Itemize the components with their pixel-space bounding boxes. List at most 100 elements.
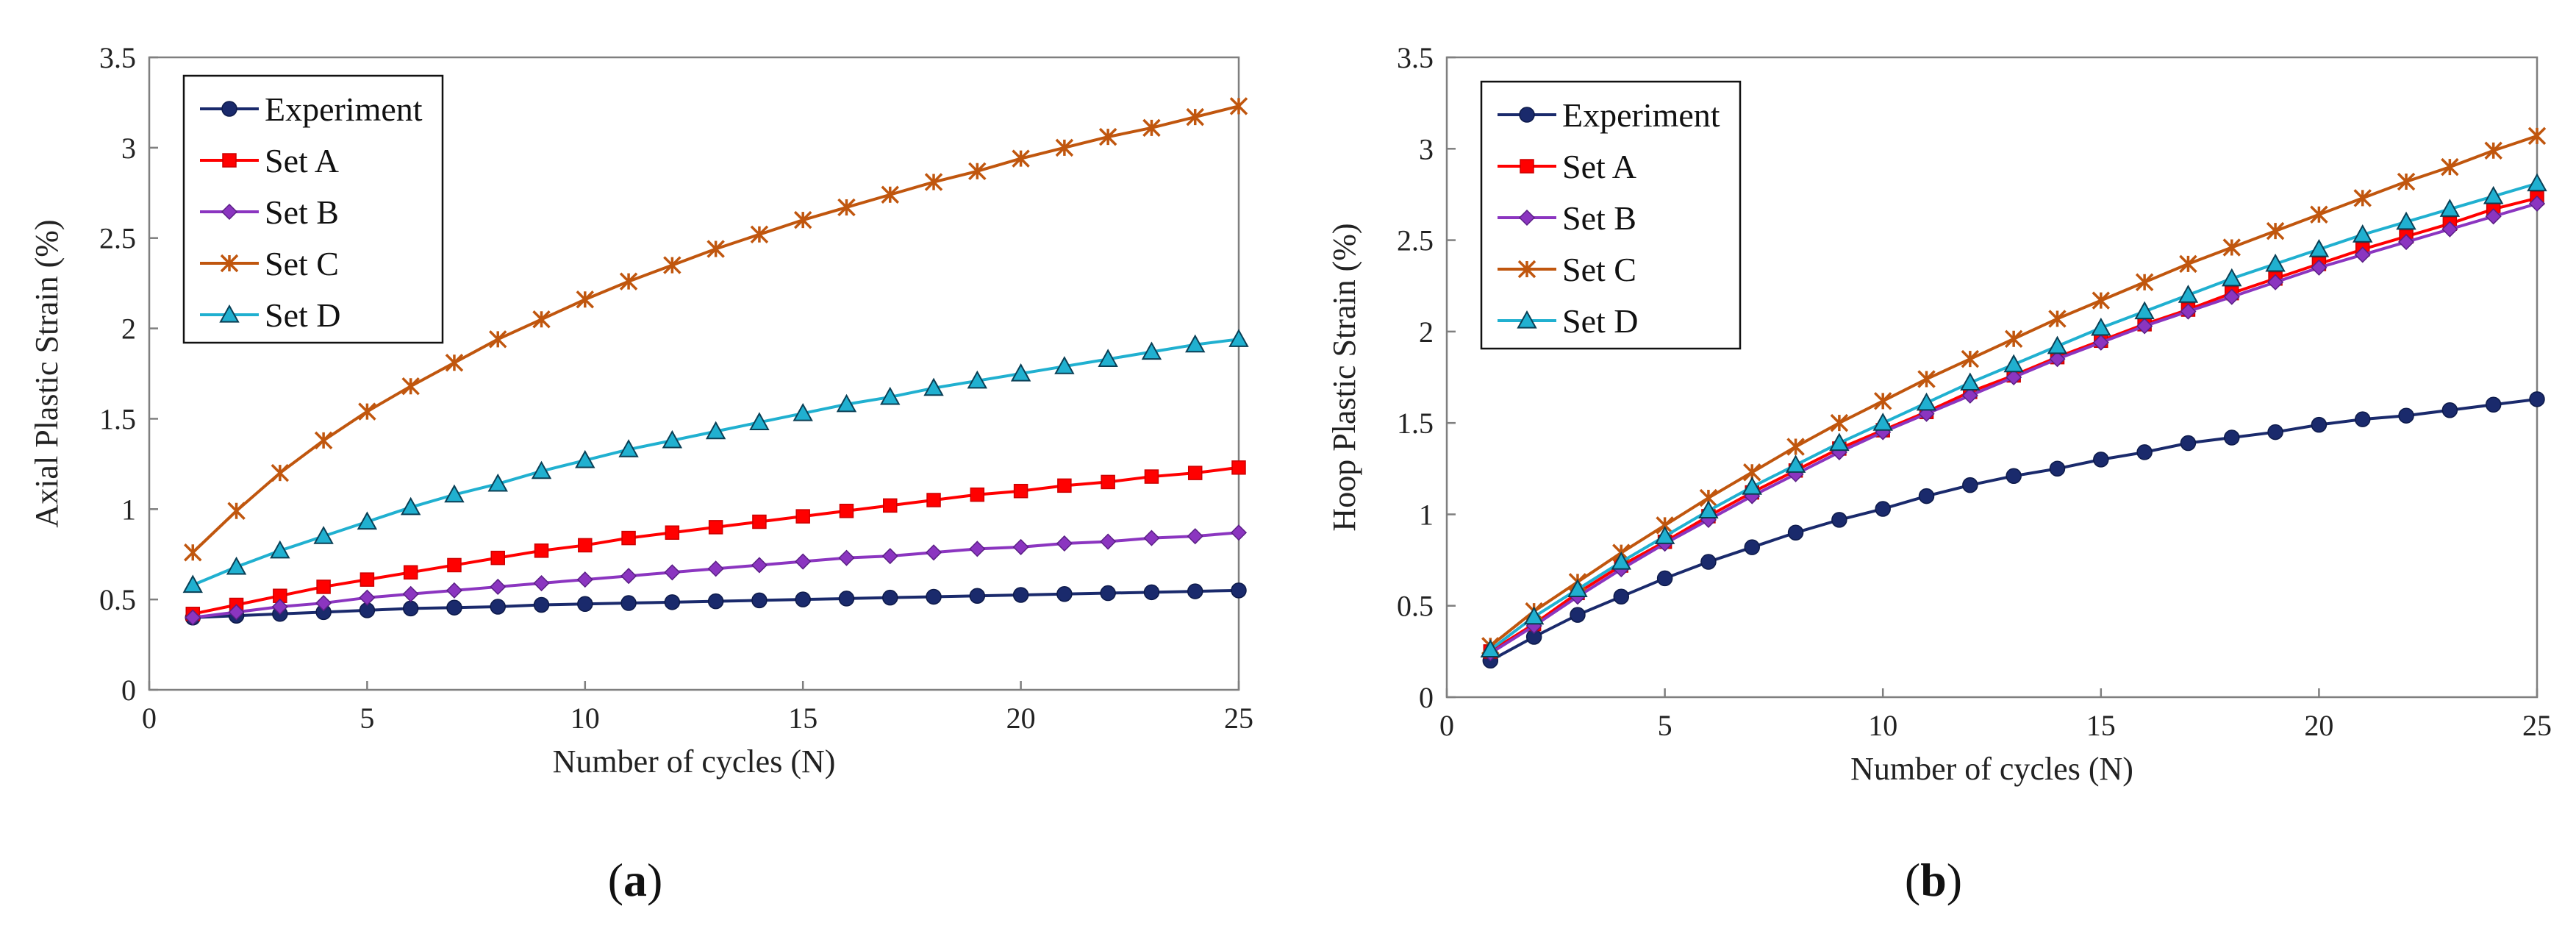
data-point bbox=[2265, 253, 2286, 272]
data-point bbox=[2353, 224, 2373, 243]
data-point bbox=[357, 511, 378, 530]
data-point bbox=[620, 595, 637, 611]
data-point bbox=[445, 354, 464, 372]
legend-label: Set D bbox=[1562, 302, 1639, 340]
data-point bbox=[2308, 238, 2330, 257]
data-point bbox=[839, 503, 854, 518]
data-point bbox=[1186, 107, 1204, 126]
x-tick-label: 20 bbox=[2304, 709, 2333, 742]
data-point bbox=[359, 572, 375, 587]
data-point bbox=[619, 272, 638, 290]
legend-marker bbox=[1520, 159, 1534, 174]
data-point bbox=[620, 568, 637, 585]
series-experiment bbox=[185, 582, 1247, 626]
y-axis-title: Hoop Plastic Strain (%) bbox=[1326, 223, 1362, 531]
series-set-d bbox=[1480, 173, 2547, 657]
data-point bbox=[795, 509, 810, 524]
y-axis-title: Axial Plastic Strain (%) bbox=[29, 219, 65, 527]
x-tick-label: 25 bbox=[1224, 702, 1253, 735]
data-point bbox=[1187, 528, 1203, 545]
chart-panel-b: 0 0.5 1 1.5 2 2.5 3 3.5 0 5 10 15 20 25 Number of cycl… bbox=[1288, 0, 2576, 945]
data-point bbox=[2310, 205, 2328, 224]
data-point bbox=[2267, 274, 2284, 290]
series-line bbox=[192, 466, 1239, 616]
data-point bbox=[1012, 587, 1029, 603]
data-point bbox=[1917, 370, 1936, 388]
legend-marker bbox=[1517, 260, 1536, 279]
series-set-c bbox=[184, 97, 1248, 562]
data-point bbox=[1013, 483, 1028, 499]
data-point bbox=[1742, 477, 1762, 495]
data-point bbox=[969, 588, 986, 604]
data-point bbox=[2091, 317, 2111, 336]
chart-panel-a: 0 0.5 1 1.5 2 2.5 3 3.5 0 5 10 15 20 25 Number of cycl… bbox=[29, 41, 1253, 906]
data-point bbox=[665, 525, 680, 540]
data-point bbox=[2134, 301, 2155, 320]
data-point bbox=[1787, 524, 1804, 541]
data-point bbox=[401, 377, 420, 396]
data-point bbox=[838, 549, 855, 566]
data-point bbox=[925, 544, 942, 561]
legend-item: Set D bbox=[200, 296, 341, 334]
data-point bbox=[793, 402, 813, 421]
data-point bbox=[1962, 477, 1978, 493]
x-tick-label: 0 bbox=[1439, 709, 1454, 742]
data-point bbox=[1613, 588, 1630, 605]
data-point bbox=[403, 565, 418, 580]
data-point bbox=[2483, 185, 2504, 204]
data-point bbox=[2222, 238, 2241, 257]
legend-item: Set B bbox=[1498, 199, 1636, 237]
data-point bbox=[1831, 512, 1847, 528]
data-point bbox=[2311, 416, 2328, 433]
data-point bbox=[2180, 303, 2197, 320]
y-tick-label: 0.5 bbox=[1397, 590, 1434, 623]
y-tick-label: 3 bbox=[1419, 132, 1434, 165]
data-point bbox=[883, 498, 898, 513]
data-point bbox=[1054, 356, 1075, 374]
x-axis-title: Number of cycles (N) bbox=[553, 743, 836, 780]
data-point bbox=[795, 591, 811, 607]
data-point bbox=[184, 543, 202, 562]
legend-item: Set C bbox=[200, 245, 339, 282]
data-point bbox=[575, 449, 595, 468]
data-point bbox=[1012, 149, 1030, 168]
data-point bbox=[2267, 424, 2283, 441]
legend-marker bbox=[222, 153, 237, 168]
legend-marker bbox=[221, 101, 237, 117]
data-point bbox=[228, 604, 245, 621]
data-point bbox=[402, 585, 419, 602]
data-point bbox=[576, 571, 593, 588]
data-point bbox=[1144, 469, 1159, 484]
x-tick-label: 15 bbox=[2086, 709, 2116, 742]
data-point bbox=[2441, 157, 2459, 176]
data-point bbox=[2135, 273, 2154, 291]
y-tick-label: 2.5 bbox=[99, 222, 136, 255]
data-point bbox=[705, 421, 726, 440]
data-point bbox=[1961, 349, 1980, 368]
data-point bbox=[2136, 318, 2153, 335]
data-point bbox=[2528, 195, 2546, 212]
data-point bbox=[487, 473, 508, 492]
y-tick-label: 2 bbox=[1419, 315, 1434, 349]
y-tick-label: 1 bbox=[121, 493, 136, 526]
data-point bbox=[271, 598, 288, 616]
data-point bbox=[1523, 606, 1545, 625]
data-point bbox=[1056, 535, 1073, 552]
x-tick-label: 5 bbox=[1658, 709, 1672, 742]
data-point bbox=[1480, 639, 1501, 657]
data-point bbox=[316, 580, 331, 594]
data-point bbox=[446, 582, 463, 599]
data-point bbox=[1611, 551, 1631, 570]
data-point bbox=[970, 487, 985, 502]
data-point bbox=[1056, 586, 1073, 602]
data-point bbox=[2354, 411, 2371, 427]
chart-a-svg: 0 0.5 1 1.5 2 2.5 3 3.5 0 5 10 15 20 25 Number of cycl… bbox=[29, 41, 1253, 780]
data-point bbox=[795, 553, 812, 570]
data-point bbox=[2527, 126, 2547, 146]
data-point bbox=[881, 185, 899, 204]
data-point bbox=[2441, 221, 2458, 238]
data-point bbox=[926, 493, 941, 507]
data-point bbox=[1100, 533, 1117, 550]
data-point bbox=[2353, 189, 2372, 207]
data-point bbox=[1230, 524, 1248, 541]
